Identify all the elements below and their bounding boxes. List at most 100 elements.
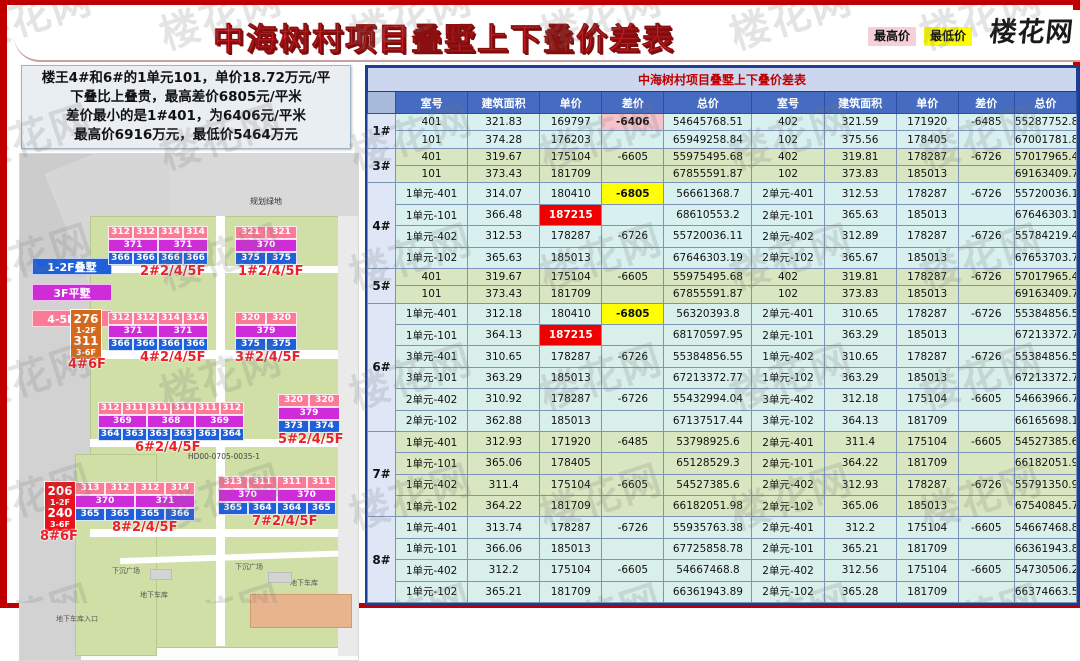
column-header-3[interactable]: 单价 bbox=[539, 91, 603, 114]
table-cell: 67001781.8 bbox=[1013, 130, 1078, 149]
tower-8-6f-block[interactable]: 206 1-2F 240 3-6F bbox=[44, 481, 76, 532]
unit-cell: 312 bbox=[108, 226, 133, 239]
table-cell: 185013 bbox=[895, 495, 959, 518]
table-row[interactable]: 101 373.43 181709 67855591.87 102 373.83 18501… bbox=[368, 285, 1078, 304]
table-row[interactable]: 1单元-102 365.21 181709 66361943.89 2单元-102 365… bbox=[368, 580, 1078, 604]
table-cell: 187215 bbox=[539, 203, 603, 227]
table-row[interactable]: 1单元-101 366.06 185013 67725858.78 2单元-101 365… bbox=[368, 537, 1078, 561]
column-header-8[interactable]: 单价 bbox=[895, 91, 959, 114]
table-row[interactable]: 3单元-401 310.65 178287 -6726 55384856.55 1单元-4… bbox=[368, 345, 1078, 368]
table-cell: 319.67 bbox=[467, 147, 541, 167]
table-row[interactable]: 3单元-101 363.29 185013 67213372.77 1单元-102 363… bbox=[368, 366, 1078, 390]
table-cell: 1单元-102 bbox=[395, 246, 469, 269]
table-row[interactable]: 101 374.28 176203 65949258.84 102 375.56 17840… bbox=[368, 130, 1078, 149]
unit-cell: 375 bbox=[235, 338, 266, 351]
table-row[interactable]: 1单元-101 366.48 187215 68610553.2 2单元-101 365.… bbox=[368, 203, 1078, 227]
table-cell: 57017965.47 bbox=[1013, 267, 1078, 287]
table-row[interactable]: 2单元-102 362.88 185013 67137517.44 3单元-102 364… bbox=[368, 409, 1078, 432]
table-row[interactable]: 5# 401 319.67 175104 -6605 55975495.68 402 319.… bbox=[366, 267, 1078, 304]
table-row[interactable]: 6# 1单元-401 312.18 180410 -6805 56320393.8 2单元-… bbox=[366, 302, 1078, 432]
tower-4-bottom-value: 311 bbox=[73, 334, 99, 348]
table-cell: 1单元-102 bbox=[751, 366, 825, 390]
price-table-container[interactable]: 中海树村项目叠墅上下叠价差表 室号 建筑面积 单价 差价 总价 室号 建筑面积 单价 差价 总价 1#… bbox=[365, 65, 1079, 605]
table-cell: 2单元-401 bbox=[751, 302, 825, 326]
table-row[interactable]: 1# 401 321.83 169797 -6406 54645768.51 402 321.… bbox=[366, 112, 1078, 149]
page-header: 中海树村项目叠墅上下叠价差表 最高价 最低价 楼花网 bbox=[14, 10, 1080, 62]
table-cell bbox=[601, 203, 665, 227]
table-cell: 185013 bbox=[539, 246, 603, 269]
left-column: 楼王4#和6#的1单元101，单价18.72万元/平 下叠比上叠贵，最高差价68… bbox=[19, 65, 359, 661]
table-cell: 373.83 bbox=[823, 165, 897, 184]
tower-8-top-value: 206 bbox=[47, 484, 73, 498]
table-cell: -6726 bbox=[957, 225, 1015, 248]
table-cell: 319.81 bbox=[823, 267, 897, 287]
table-row[interactable]: 1单元-402 312.2 175104 -6605 54667468.8 2单元-402… bbox=[368, 559, 1078, 582]
table-row[interactable]: 8# 1单元-401 313.74 178287 -6726 55935763.38 2单元… bbox=[366, 516, 1078, 603]
table-cell: 365.28 bbox=[823, 580, 897, 604]
header-curve-divider bbox=[14, 10, 1080, 62]
table-cell bbox=[601, 409, 665, 432]
unit-cell: 312 bbox=[219, 402, 244, 415]
table-row[interactable]: 1单元-102 364.22 181709 66182051.98 2单元-102 365… bbox=[368, 495, 1078, 518]
table-cell: 365.63 bbox=[823, 203, 897, 227]
table-cell bbox=[957, 165, 1015, 184]
building-8[interactable]: 313 312 312 314 370 371 365 365 365 366 bbox=[75, 482, 195, 521]
table-cell: 55384856.55 bbox=[663, 345, 753, 368]
legend-1-2f: 1-2F叠墅 bbox=[32, 258, 112, 275]
table-cell: 175104 bbox=[539, 473, 603, 497]
column-header-0[interactable] bbox=[366, 91, 397, 114]
unit-cell: 311 bbox=[195, 402, 220, 415]
building-6[interactable]: 312 311 311 311 311 312 369 368 369 364 … bbox=[98, 402, 245, 441]
parcel-code-label: HD00-0705-0035-1 bbox=[188, 452, 261, 461]
table-cell: 185013 bbox=[895, 165, 959, 184]
building-label-6: 6#2/4/5F bbox=[135, 440, 201, 455]
table-cell: 364.13 bbox=[823, 409, 897, 432]
building-7[interactable]: 313 311 311 311 370 370 365 364 364 365 bbox=[218, 476, 336, 515]
table-row[interactable]: 7# 1单元-401 312.93 171920 -6485 53798925.6 2单元-… bbox=[366, 430, 1078, 518]
table-cell: -6805 bbox=[601, 182, 665, 205]
table-cell: 66182051.98 bbox=[1013, 452, 1078, 475]
unit-cell: 311 bbox=[146, 402, 171, 415]
table-row[interactable]: 3# 401 319.67 175104 -6605 55975495.68 402 319.… bbox=[366, 147, 1078, 184]
table-cell: 185013 bbox=[539, 537, 603, 561]
tower-4-6f-block[interactable]: 276 1-2F 311 3-6F bbox=[70, 309, 102, 360]
table-cell: 1单元-401 bbox=[395, 430, 469, 454]
column-header-2[interactable]: 建筑面积 bbox=[467, 91, 541, 114]
table-cell: 171920 bbox=[539, 430, 603, 454]
table-cell bbox=[957, 285, 1015, 304]
table-row[interactable]: 1单元-102 365.63 185013 67646303.19 2单元-102 365… bbox=[368, 246, 1078, 269]
column-header-5[interactable]: 总价 bbox=[663, 91, 753, 114]
table-cell: 67213372.77 bbox=[1013, 366, 1078, 390]
table-row[interactable]: 101 373.43 181709 67855591.87 102 373.83 18501… bbox=[368, 165, 1078, 184]
building-4[interactable]: 312 312 314 314 371 371 366 366 366 366 bbox=[108, 312, 208, 351]
table-cell: 178287 bbox=[895, 182, 959, 205]
site-plan-map[interactable]: 规划绿地 HD00-0705-0035-1 1-2F叠墅 3F平墅 4-5F叠墅… bbox=[19, 153, 359, 661]
table-row[interactable]: 4# 1单元-401 314.07 180410 -6805 56661368.7 2单元-… bbox=[366, 182, 1078, 269]
table-row[interactable]: 1单元-101 364.13 187215 68170597.95 2单元-101 363… bbox=[368, 324, 1078, 347]
building-1[interactable]: 321 321 370 375 375 bbox=[235, 226, 297, 265]
table-row[interactable]: 1单元-402 311.4 175104 -6605 54527385.6 2单元-402… bbox=[368, 473, 1078, 497]
table-cell: 54667468.8 bbox=[1013, 516, 1078, 539]
table-cell: 68610553.2 bbox=[663, 203, 753, 227]
table-cell: 2单元-401 bbox=[751, 430, 825, 454]
table-row[interactable]: 2单元-402 310.92 178287 -6726 55432994.04 3单元-4… bbox=[368, 388, 1078, 411]
building-2[interactable]: 312 312 314 314 371 371 366 366 366 366 bbox=[108, 226, 208, 265]
table-cell: 68170597.95 bbox=[663, 324, 753, 347]
column-header-4[interactable]: 差价 bbox=[601, 91, 665, 114]
table-cell bbox=[957, 409, 1015, 432]
table-row[interactable]: 1单元-402 312.53 178287 -6726 55720036.11 2单元-4… bbox=[368, 225, 1078, 248]
table-cell: 175104 bbox=[895, 388, 959, 411]
column-header-9[interactable]: 差价 bbox=[957, 91, 1015, 114]
table-row[interactable]: 1单元-101 365.06 178405 65128529.3 2单元-101 364.… bbox=[368, 452, 1078, 475]
column-header-10[interactable]: 总价 bbox=[1013, 91, 1078, 114]
unit-cell: 366 bbox=[165, 508, 195, 521]
building-5[interactable]: 320 320 379 373 374 bbox=[278, 394, 340, 433]
column-header-1[interactable]: 室号 bbox=[395, 91, 469, 114]
table-cell bbox=[957, 246, 1015, 269]
column-header-6[interactable]: 室号 bbox=[751, 91, 825, 114]
column-header-7[interactable]: 建筑面积 bbox=[823, 91, 897, 114]
table-cell: 55935763.38 bbox=[663, 516, 753, 539]
table-cell bbox=[601, 165, 665, 184]
table-cell: -6726 bbox=[957, 473, 1015, 497]
building-3[interactable]: 320 320 379 375 375 bbox=[235, 312, 297, 351]
